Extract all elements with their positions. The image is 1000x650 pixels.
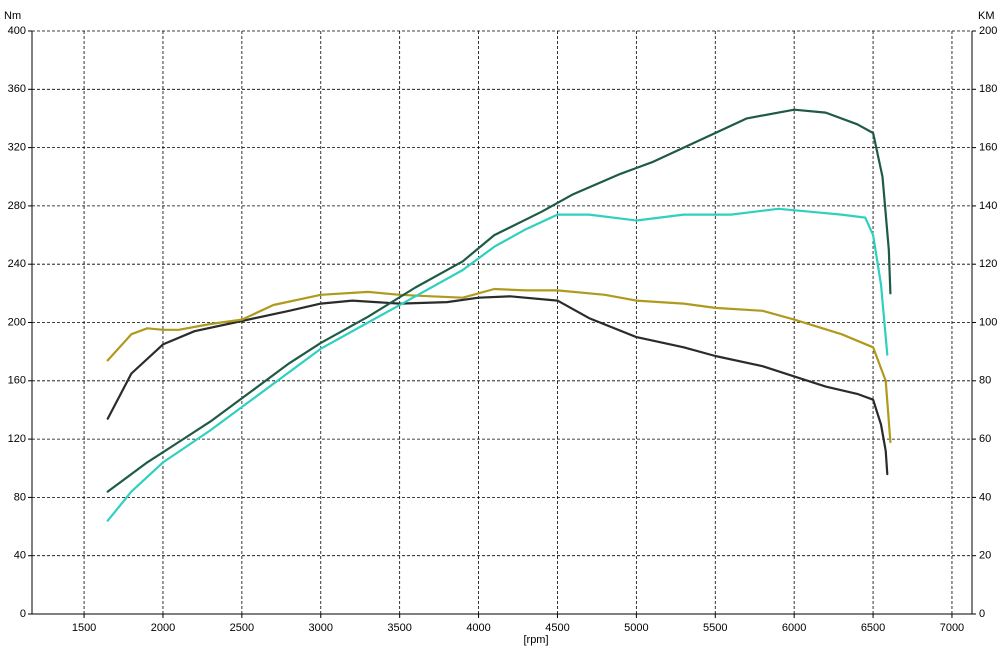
y-axis-label: Nm bbox=[4, 10, 21, 22]
y2-tick-label: 100 bbox=[979, 316, 997, 328]
y2-tick-label: 180 bbox=[979, 83, 997, 95]
y2-tick-label: 200 bbox=[979, 25, 997, 37]
x-tick-label: 6000 bbox=[782, 622, 806, 634]
x-tick-label: 5000 bbox=[624, 622, 648, 634]
x-tick-label: 6500 bbox=[861, 622, 885, 634]
y-tick-label: 400 bbox=[8, 25, 26, 37]
x-tick-label: 3000 bbox=[309, 622, 333, 634]
x-tick-label: 3500 bbox=[387, 622, 411, 634]
y-tick-label: 40 bbox=[14, 550, 26, 562]
x-tick-label: 2500 bbox=[230, 622, 254, 634]
y-tick-label: 0 bbox=[20, 608, 26, 620]
y2-tick-label: 140 bbox=[979, 200, 997, 212]
y2-tick-label: 20 bbox=[979, 550, 991, 562]
x-tick-label: 5500 bbox=[703, 622, 727, 634]
y-tick-label: 120 bbox=[8, 433, 26, 445]
y-tick-label: 160 bbox=[8, 375, 26, 387]
x-tick-label: 4500 bbox=[545, 622, 569, 634]
y2-axis-label: KM bbox=[978, 10, 995, 22]
y2-tick-label: 0 bbox=[979, 608, 985, 620]
y-tick-label: 320 bbox=[8, 142, 26, 154]
x-tick-label: 2000 bbox=[151, 622, 175, 634]
x-tick-label: 4000 bbox=[466, 622, 490, 634]
y-tick-label: 80 bbox=[14, 491, 26, 503]
y-tick-label: 360 bbox=[8, 83, 26, 95]
y2-tick-label: 120 bbox=[979, 258, 997, 270]
y-tick-label: 280 bbox=[8, 200, 26, 212]
y-tick-label: 200 bbox=[8, 316, 26, 328]
series-line bbox=[106, 207, 889, 522]
y2-tick-label: 80 bbox=[979, 375, 991, 387]
y2-tick-label: 160 bbox=[979, 142, 997, 154]
x-tick-label: 7000 bbox=[940, 622, 964, 634]
y2-tick-label: 60 bbox=[979, 433, 991, 445]
x-tick-label: 1500 bbox=[72, 622, 96, 634]
x-axis-label: [rpm] bbox=[523, 634, 548, 646]
series-line bbox=[106, 108, 892, 493]
series-line bbox=[106, 295, 889, 476]
series-line bbox=[106, 287, 892, 444]
y2-tick-label: 40 bbox=[979, 491, 991, 503]
y-tick-label: 240 bbox=[8, 258, 26, 270]
